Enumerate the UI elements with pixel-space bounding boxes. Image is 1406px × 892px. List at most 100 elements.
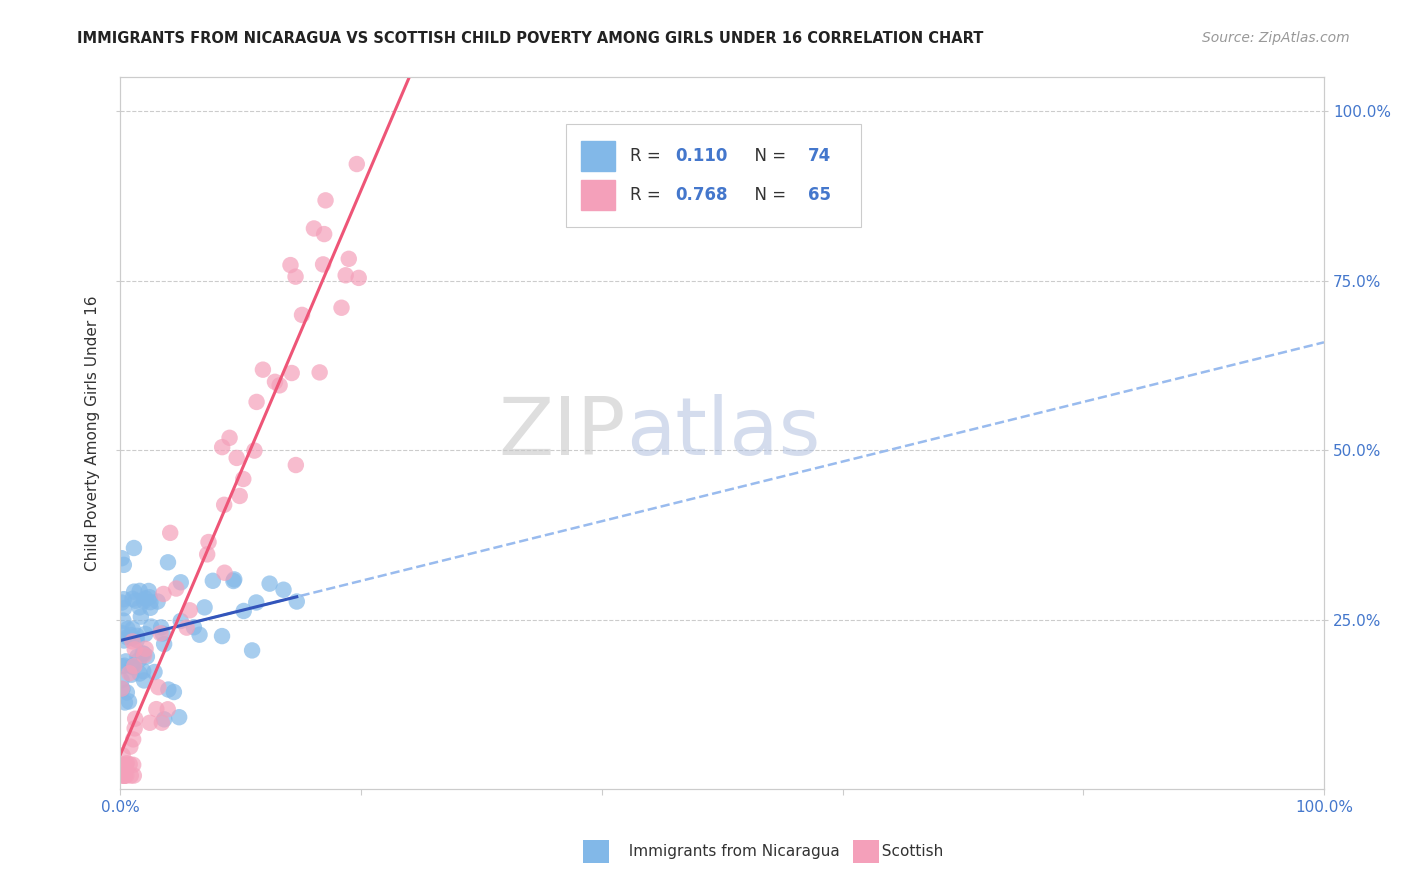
Point <box>308 365 330 379</box>
Point <box>139 600 162 615</box>
Point <box>132 594 155 608</box>
Point <box>132 646 155 660</box>
Point <box>132 664 155 678</box>
Point <box>132 647 155 661</box>
Point <box>285 594 308 608</box>
Point <box>132 673 155 688</box>
Point <box>165 582 187 596</box>
Point <box>245 395 267 409</box>
Point <box>280 258 302 272</box>
Point <box>121 659 143 673</box>
Point <box>240 643 263 657</box>
Point <box>114 658 136 673</box>
Point <box>284 269 307 284</box>
Point <box>111 681 134 696</box>
Point <box>111 681 134 696</box>
Point <box>346 157 368 171</box>
Point <box>124 722 146 736</box>
Point <box>153 712 176 726</box>
Point <box>212 498 235 512</box>
Point <box>112 601 135 615</box>
Text: 65: 65 <box>807 186 831 204</box>
Point <box>128 653 150 667</box>
Point <box>121 631 143 645</box>
Point <box>124 642 146 657</box>
Point <box>222 574 245 588</box>
Point <box>127 649 149 664</box>
Point <box>135 641 157 656</box>
Point <box>273 582 295 597</box>
Point <box>121 591 143 606</box>
Point <box>112 633 135 648</box>
Point <box>330 301 353 315</box>
Point <box>193 600 215 615</box>
Point <box>129 609 152 624</box>
Text: Immigrants from Nicaragua: Immigrants from Nicaragua <box>619 845 839 859</box>
Point <box>134 591 156 606</box>
Point <box>312 257 335 271</box>
Text: N =: N = <box>744 186 792 204</box>
Text: ZIP: ZIP <box>499 394 626 472</box>
Point <box>150 715 173 730</box>
Point <box>134 627 156 641</box>
Point <box>114 768 136 782</box>
Point <box>122 757 145 772</box>
Text: IMMIGRANTS FROM NICARAGUA VS SCOTTISH CHILD POVERTY AMONG GIRLS UNDER 16 CORRELA: IMMIGRANTS FROM NICARAGUA VS SCOTTISH CH… <box>77 31 984 46</box>
Point <box>315 194 337 208</box>
Point <box>280 366 302 380</box>
Point <box>114 757 136 772</box>
Point <box>170 614 193 628</box>
Point <box>112 757 135 772</box>
Point <box>337 252 360 266</box>
Point <box>121 634 143 648</box>
Point <box>122 659 145 673</box>
Point <box>188 628 211 642</box>
Point <box>114 695 136 709</box>
Point <box>112 558 135 572</box>
Point <box>218 431 240 445</box>
Point <box>111 551 134 566</box>
Point <box>314 227 336 241</box>
Point <box>121 622 143 636</box>
Point <box>122 541 145 555</box>
Point <box>128 583 150 598</box>
Point <box>112 768 135 782</box>
Point <box>264 375 287 389</box>
Text: 0.110: 0.110 <box>675 146 728 165</box>
Point <box>176 621 198 635</box>
Point <box>211 629 233 643</box>
Point <box>128 666 150 681</box>
Point <box>111 673 134 688</box>
Point <box>138 584 160 599</box>
Point <box>195 547 218 561</box>
Point <box>152 587 174 601</box>
Point <box>114 768 136 782</box>
Y-axis label: Child Poverty Among Girls Under 16: Child Poverty Among Girls Under 16 <box>86 295 100 571</box>
Point <box>143 665 166 679</box>
Point <box>232 604 254 618</box>
Point <box>291 308 314 322</box>
Point <box>335 268 357 283</box>
Point <box>122 584 145 599</box>
Point <box>148 680 170 694</box>
Point <box>112 614 135 628</box>
Point <box>139 715 162 730</box>
Point <box>157 682 180 697</box>
Point <box>111 768 134 782</box>
Point <box>170 575 193 590</box>
Point <box>115 685 138 699</box>
Point <box>201 574 224 588</box>
Point <box>118 757 141 772</box>
Point <box>111 748 134 763</box>
Point <box>269 378 291 392</box>
Point <box>111 596 134 610</box>
Point <box>125 633 148 648</box>
Point <box>152 626 174 640</box>
Point <box>163 685 186 699</box>
Point <box>118 666 141 681</box>
Point <box>149 626 172 640</box>
Point <box>141 619 163 633</box>
Point <box>153 637 176 651</box>
FancyBboxPatch shape <box>565 124 860 227</box>
Point <box>135 649 157 664</box>
